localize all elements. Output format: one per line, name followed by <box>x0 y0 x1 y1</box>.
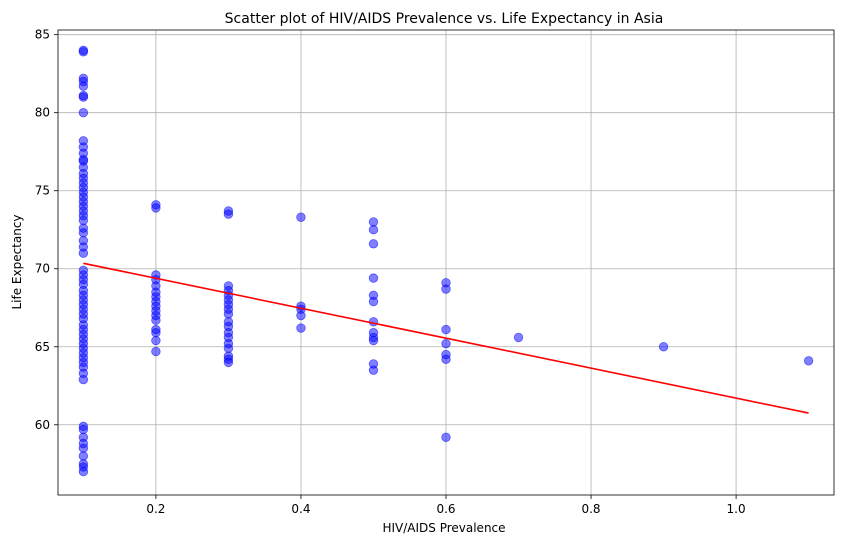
data-point <box>78 92 89 102</box>
data-point <box>441 338 451 349</box>
grid <box>58 30 834 495</box>
y-tick-label: 65 <box>35 340 50 354</box>
x-tick-label: 1.0 <box>727 502 746 516</box>
data-point <box>441 354 451 364</box>
data-point <box>223 357 234 368</box>
x-tick-label: 0.8 <box>581 502 600 516</box>
x-axis-label: HIV/AIDS Prevalence <box>382 521 505 535</box>
data-point <box>78 108 89 118</box>
y-tick-label: 80 <box>35 106 50 120</box>
data-point <box>368 225 379 235</box>
data-point <box>223 209 234 219</box>
data-point <box>78 228 89 238</box>
y-tick-label: 70 <box>35 262 50 276</box>
data-point <box>78 466 89 477</box>
data-point <box>368 273 379 283</box>
data-point <box>803 356 814 366</box>
trend-line <box>83 262 809 414</box>
x-axis: 0.2 0.4 0.6 0.8 1.0 <box>146 495 746 516</box>
data-point <box>151 203 161 213</box>
trend-line-layer <box>83 262 809 414</box>
data-point <box>368 365 379 375</box>
data-point <box>78 81 89 91</box>
y-axis: 60 65 70 75 80 85 <box>35 28 58 432</box>
x-tick-label: 0.2 <box>146 502 165 516</box>
data-point <box>441 284 451 294</box>
data-point <box>513 332 524 343</box>
data-point <box>78 451 89 461</box>
data-point <box>296 310 306 321</box>
data-point <box>78 443 89 453</box>
data-point <box>368 296 379 307</box>
data-point <box>151 328 161 338</box>
data-point <box>223 309 234 319</box>
data-point <box>296 212 306 222</box>
chart-title: Scatter plot of HIV/AIDS Prevalence vs. … <box>225 11 664 27</box>
data-point <box>368 239 379 249</box>
x-tick-label: 0.4 <box>291 502 310 516</box>
data-point <box>151 346 161 357</box>
data-point <box>658 342 669 352</box>
data-point <box>368 217 379 227</box>
data-point <box>441 324 451 335</box>
x-tick-label: 0.6 <box>436 502 455 516</box>
data-point <box>441 432 451 442</box>
data-point <box>78 215 89 226</box>
y-tick-label: 75 <box>35 184 50 198</box>
data-point <box>368 335 379 346</box>
data-point <box>296 323 306 333</box>
y-tick-label: 60 <box>35 418 50 432</box>
y-axis-label: Life Expectancy <box>10 214 24 309</box>
data-point <box>151 335 161 346</box>
data-point <box>78 424 89 435</box>
data-points <box>78 45 814 477</box>
data-point <box>78 248 89 258</box>
data-point <box>151 315 161 325</box>
data-point <box>78 374 89 385</box>
data-point <box>78 47 89 57</box>
y-tick-label: 85 <box>35 28 50 42</box>
data-point <box>223 343 234 354</box>
